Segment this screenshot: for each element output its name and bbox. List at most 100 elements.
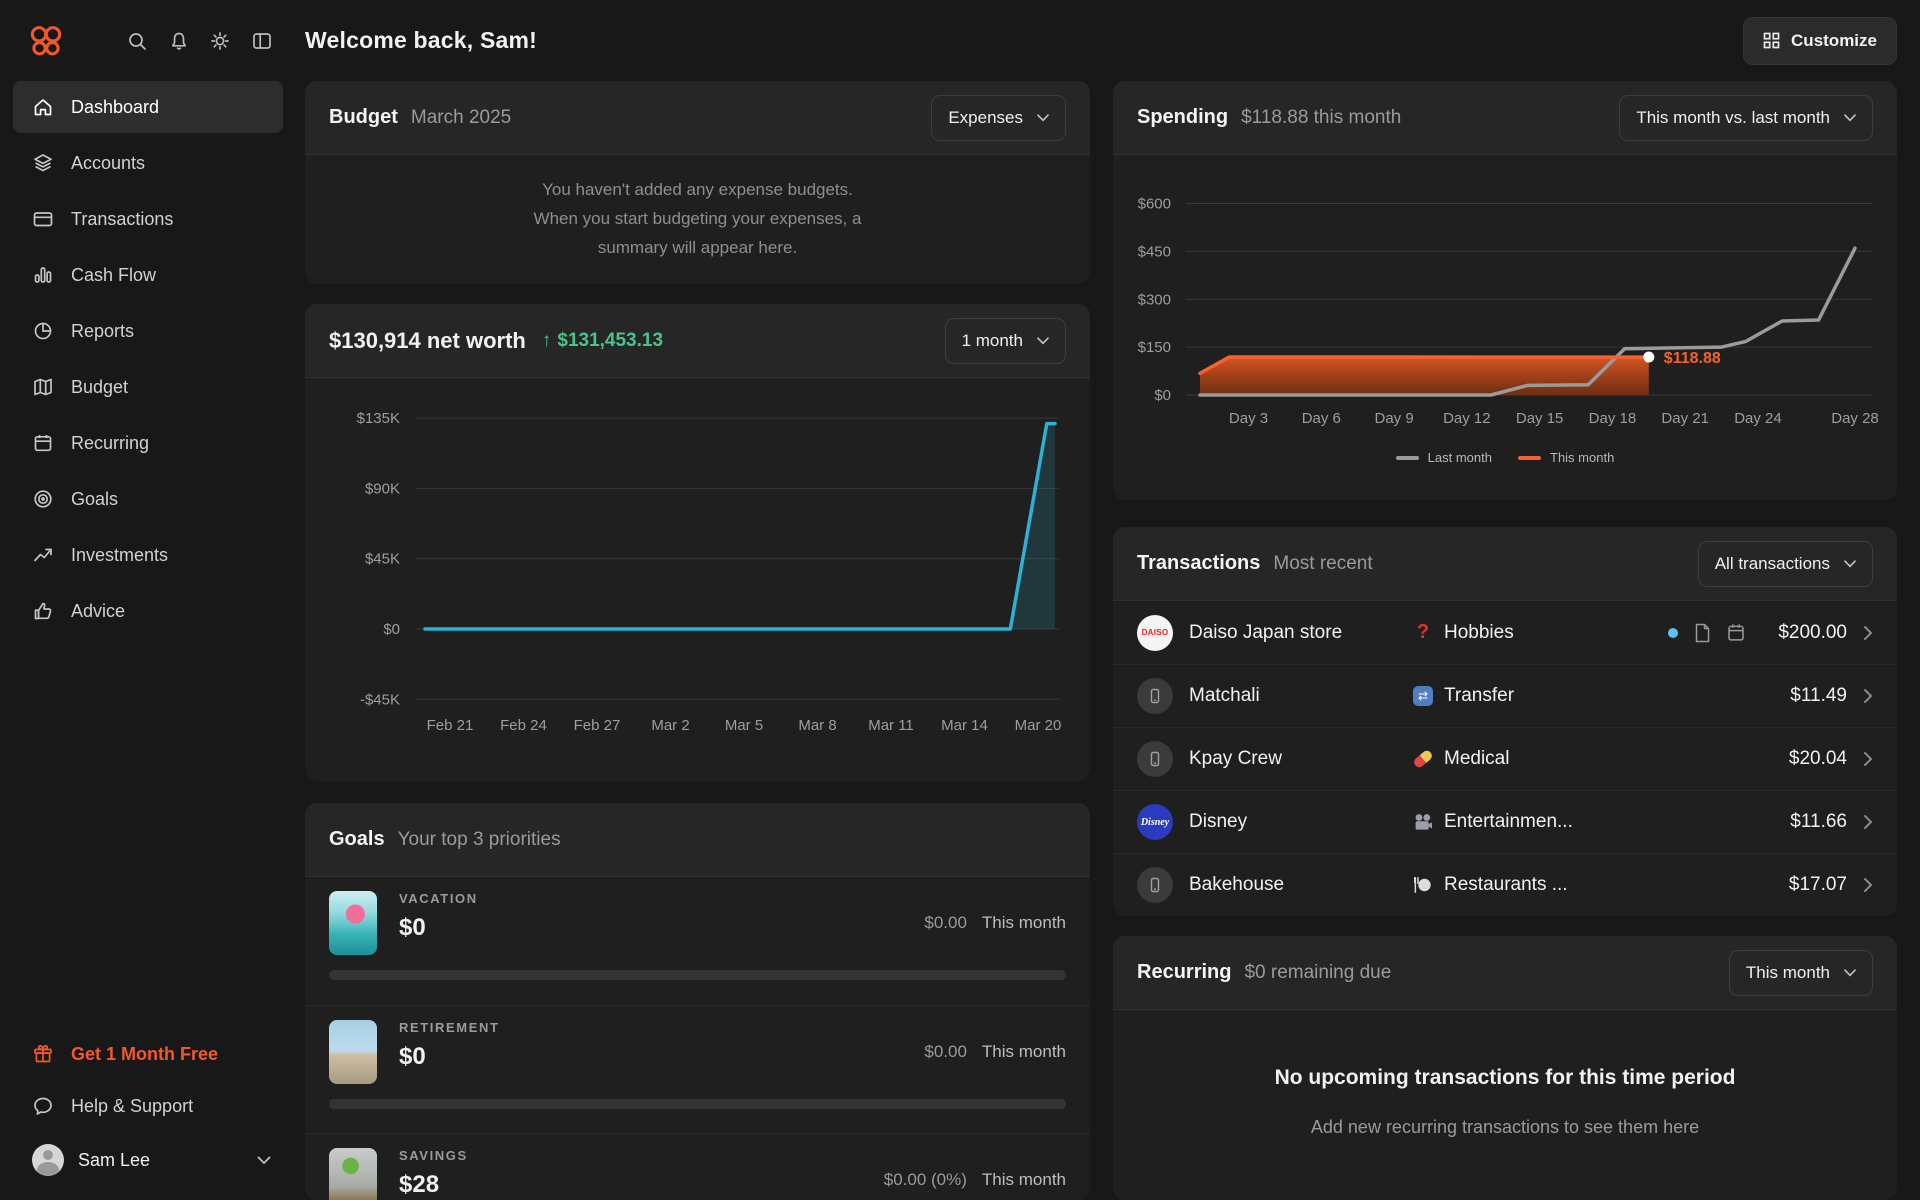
target-icon bbox=[32, 488, 54, 510]
recurring-card-header: Recurring $0 remaining due This month bbox=[1113, 936, 1897, 1010]
svg-text:$450: $450 bbox=[1138, 243, 1171, 260]
transaction-row[interactable]: DAISO Daiso Japan store ? Hobbies $200.0… bbox=[1113, 601, 1897, 664]
chevron-right-icon bbox=[1863, 625, 1873, 641]
chevron-down-icon bbox=[1844, 560, 1856, 568]
budget-empty-line: You haven't added any expense budgets. bbox=[534, 176, 862, 205]
sidebar-item-advice[interactable]: Advice bbox=[13, 585, 283, 637]
networth-range-value: 1 month bbox=[962, 331, 1023, 351]
svg-text:$135K: $135K bbox=[357, 410, 400, 427]
transaction-category[interactable]: Medical bbox=[1413, 748, 1761, 770]
transaction-category[interactable]: Restaurants ... bbox=[1413, 874, 1761, 896]
transaction-row[interactable]: Kpay Crew Medical $20.04 bbox=[1113, 727, 1897, 790]
svg-text:Feb 21: Feb 21 bbox=[427, 717, 474, 734]
transaction-category[interactable]: ? Hobbies bbox=[1413, 621, 1668, 644]
sidebar-item-goals[interactable]: Goals bbox=[13, 473, 283, 525]
chevron-right-icon bbox=[1863, 877, 1873, 893]
recurring-empty-subtitle: Add new recurring transactions to see th… bbox=[1113, 1117, 1897, 1138]
goal-amount: $0 bbox=[399, 1043, 500, 1071]
spending-card: Spending $118.88 this month This month v… bbox=[1113, 81, 1897, 500]
recurring-range-dropdown[interactable]: This month bbox=[1729, 950, 1873, 996]
sidebar-item-label: Transactions bbox=[71, 209, 173, 230]
recurring-subtitle: $0 remaining due bbox=[1244, 962, 1391, 984]
transaction-amount: $17.07 bbox=[1761, 874, 1847, 896]
sidebar-toggle-icon[interactable] bbox=[241, 19, 283, 63]
goal-image-vacation bbox=[329, 891, 377, 955]
networth-title: $130,914 net worth bbox=[329, 328, 526, 354]
svg-text:Day 9: Day 9 bbox=[1374, 410, 1413, 427]
budget-filter-dropdown[interactable]: Expenses bbox=[931, 95, 1066, 141]
search-icon[interactable] bbox=[116, 19, 158, 63]
svg-text:Day 15: Day 15 bbox=[1516, 410, 1564, 427]
chevron-right-icon bbox=[1863, 751, 1873, 767]
sidebar-item-recurring[interactable]: Recurring bbox=[13, 417, 283, 469]
merchant-name: Kpay Crew bbox=[1189, 748, 1282, 770]
svg-text:$118.88: $118.88 bbox=[1664, 350, 1721, 367]
goal-amount: $28 bbox=[399, 1171, 468, 1199]
chevron-down-icon bbox=[1844, 114, 1856, 122]
legend-last-month: Last month bbox=[1396, 450, 1492, 465]
svg-text:Feb 24: Feb 24 bbox=[500, 717, 547, 734]
sidebar-item-label: Goals bbox=[71, 489, 118, 510]
goal-row-savings[interactable]: SAVINGS $28 $0.00 (0%) This month bbox=[305, 1133, 1090, 1200]
chevron-down-icon bbox=[1037, 114, 1049, 122]
sidebar-item-cash-flow[interactable]: Cash Flow bbox=[13, 249, 283, 301]
user-menu[interactable]: Sam Lee bbox=[13, 1132, 283, 1188]
goal-amount: $0 bbox=[399, 914, 478, 942]
sidebar-nav: Dashboard Accounts Transactions Cash Flo… bbox=[13, 81, 283, 1028]
sidebar-top-bar bbox=[13, 0, 283, 81]
budget-empty-line: summary will appear here. bbox=[534, 234, 862, 263]
svg-text:$300: $300 bbox=[1138, 291, 1171, 308]
page-header: Welcome back, Sam! Customize bbox=[305, 0, 1897, 81]
chat-bubble-icon bbox=[32, 1095, 54, 1117]
svg-text:Feb 27: Feb 27 bbox=[574, 717, 621, 734]
goal-row-retirement[interactable]: RETIREMENT $0 $0.00 This month bbox=[305, 1005, 1090, 1133]
budget-card: Budget March 2025 Expenses You haven't a… bbox=[305, 81, 1090, 284]
sidebar-item-reports[interactable]: Reports bbox=[13, 305, 283, 357]
sidebar-item-label: Dashboard bbox=[71, 97, 159, 118]
recurring-empty-state: No upcoming transactions for this time p… bbox=[1113, 1010, 1897, 1138]
budget-filter-value: Expenses bbox=[948, 108, 1023, 128]
spending-range-dropdown[interactable]: This month vs. last month bbox=[1619, 95, 1873, 141]
monarch-logo-icon[interactable] bbox=[28, 23, 64, 59]
transaction-row[interactable]: Bakehouse Restaurants ... $17.07 bbox=[1113, 853, 1897, 916]
networth-range-dropdown[interactable]: 1 month bbox=[945, 318, 1066, 364]
svg-text:$45K: $45K bbox=[365, 551, 400, 568]
sidebar-item-accounts[interactable]: Accounts bbox=[13, 137, 283, 189]
transaction-category[interactable]: ⇄ Transfer bbox=[1413, 685, 1761, 707]
recurring-title: Recurring bbox=[1137, 961, 1231, 984]
sidebar-item-label: Budget bbox=[71, 377, 128, 398]
spending-title: Spending bbox=[1137, 106, 1228, 129]
map-icon bbox=[32, 376, 54, 398]
get-month-free-button[interactable]: Get 1 Month Free bbox=[13, 1028, 283, 1080]
transactions-filter-dropdown[interactable]: All transactions bbox=[1698, 541, 1873, 587]
customize-button[interactable]: Customize bbox=[1743, 17, 1897, 65]
goal-row-vacation[interactable]: VACATION $0 $0.00 This month bbox=[305, 877, 1090, 1005]
sidebar-footer: Get 1 Month Free Help & Support Sam Lee bbox=[13, 1028, 283, 1200]
sidebar-item-budget[interactable]: Budget bbox=[13, 361, 283, 413]
sidebar-item-dashboard[interactable]: Dashboard bbox=[13, 81, 283, 133]
notifications-bell-icon[interactable] bbox=[158, 19, 200, 63]
goals-card: Goals Your top 3 priorities VACATION $0 bbox=[305, 803, 1090, 1200]
sidebar-item-investments[interactable]: Investments bbox=[13, 529, 283, 581]
page-title: Welcome back, Sam! bbox=[305, 27, 537, 54]
transaction-row[interactable]: Matchali ⇄ Transfer $11.49 bbox=[1113, 664, 1897, 727]
bar-chart-icon bbox=[32, 264, 54, 286]
svg-text:Day 24: Day 24 bbox=[1734, 410, 1782, 427]
transaction-amount: $20.04 bbox=[1761, 748, 1847, 770]
goals-title: Goals bbox=[329, 828, 385, 851]
svg-text:$150: $150 bbox=[1138, 339, 1171, 356]
spending-range-value: This month vs. last month bbox=[1636, 108, 1830, 128]
help-support-button[interactable]: Help & Support bbox=[13, 1080, 283, 1132]
sidebar-item-label: Recurring bbox=[71, 433, 149, 454]
svg-text:Day 18: Day 18 bbox=[1589, 410, 1637, 427]
sidebar-item-transactions[interactable]: Transactions bbox=[13, 193, 283, 245]
goal-name: VACATION bbox=[399, 891, 478, 906]
spending-chart: $600$450$300$150$0Day 3Day 6Day 9Day 12D… bbox=[1113, 155, 1897, 465]
svg-text:$0: $0 bbox=[1154, 387, 1171, 404]
networth-card: $130,914 net worth ↑ $131,453.13 1 month… bbox=[305, 304, 1090, 781]
settings-gear-icon[interactable] bbox=[200, 19, 242, 63]
transaction-row[interactable]: Disney Disney Entertainmen... $11.66 bbox=[1113, 790, 1897, 853]
svg-text:Mar 8: Mar 8 bbox=[798, 717, 836, 734]
grid-icon bbox=[1763, 32, 1780, 49]
transaction-category[interactable]: Entertainmen... bbox=[1413, 811, 1761, 833]
